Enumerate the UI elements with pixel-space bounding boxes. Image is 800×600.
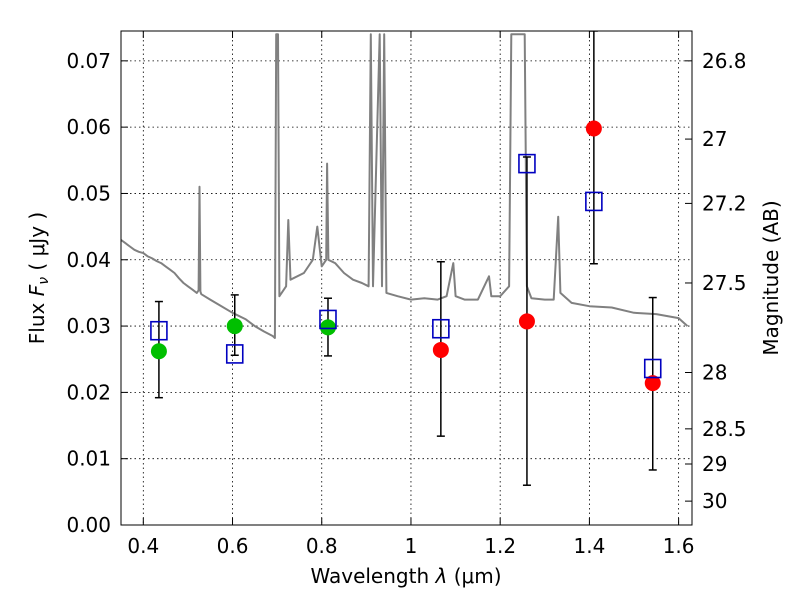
data-point: [518, 313, 535, 330]
y2-tick-label: 26.8: [702, 49, 747, 73]
y2-tick-label: 27: [702, 127, 727, 151]
y2-tick-label: 27.2: [702, 191, 747, 215]
x-tick-label: 0.4: [127, 534, 159, 558]
y-tick-label: 0.05: [66, 181, 111, 205]
grid-layer: [121, 31, 692, 526]
y-tick-label: 0.07: [66, 49, 111, 73]
y-tick-label: 0.02: [66, 380, 111, 404]
y2-axis-label: Magnitude (AB): [759, 200, 783, 355]
plot-layer: [121, 31, 689, 486]
x-tick-label: 1.2: [484, 534, 516, 558]
data-point: [644, 375, 661, 392]
model-point: [432, 318, 450, 339]
y-tick-label: 0.06: [66, 115, 111, 139]
tick-layer: 0.4 0.6 0.8 1 1.2 1.4 1.6 0.00 0.01 0.02 0.03 0.04 0…: [66, 31, 747, 558]
data-point: [226, 318, 243, 335]
x-tick-label: 1: [405, 534, 418, 558]
y2-tick-label: 28: [702, 360, 727, 384]
x-tick-label: 1.4: [573, 534, 605, 558]
y2-tick-label: 29: [702, 452, 727, 476]
plot-frame: [120, 30, 693, 526]
y-tick-label: 0.00: [66, 513, 111, 537]
data-point: [319, 319, 336, 336]
x-tick-label: 0.8: [306, 534, 338, 558]
data-point: [150, 343, 167, 360]
model-point: [225, 344, 244, 364]
model-point: [518, 153, 536, 174]
x-axis-label: Wavelength λ (μm): [310, 564, 501, 588]
y-axis-label: Flux Fν ( μJy ): [25, 212, 52, 344]
x-tick-label: 1.6: [663, 534, 695, 558]
y2-tick-label: 27.5: [702, 271, 747, 295]
y-tick-label: 0.01: [66, 447, 111, 471]
model-point: [643, 358, 662, 379]
model-point: [585, 191, 603, 212]
model-point: [319, 309, 337, 330]
y-tick-label: 0.04: [66, 248, 111, 272]
x-tick-label: 0.6: [217, 534, 249, 558]
y2-tick-label: 28.5: [702, 417, 747, 441]
y-tick-label: 0.03: [66, 314, 111, 338]
model-point: [150, 320, 168, 341]
y2-tick-label: 30: [702, 489, 727, 513]
data-point: [432, 341, 449, 358]
data-point: [585, 120, 602, 137]
spectrum-line: [121, 33, 689, 339]
